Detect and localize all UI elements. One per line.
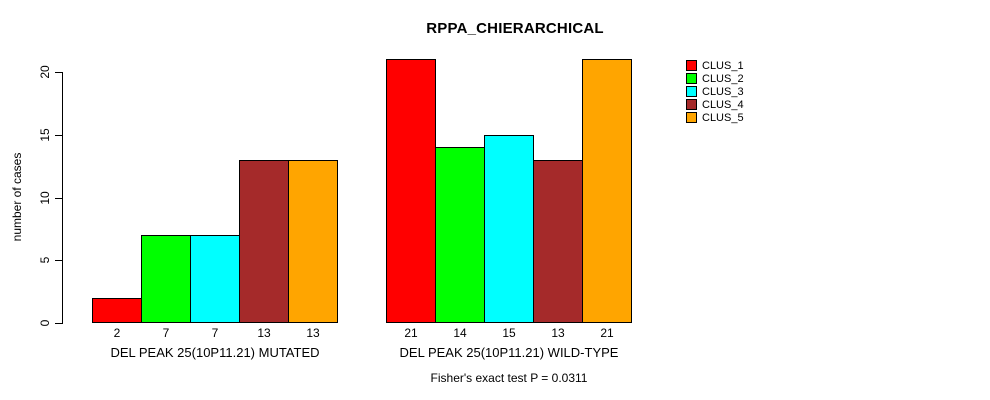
- legend-item-clus_5: CLUS_5: [686, 111, 744, 124]
- bar-clus_5-group2: [582, 59, 632, 323]
- bar-value-label: 2: [113, 326, 121, 340]
- y-tick-mark: [55, 134, 62, 136]
- legend-swatch-icon: [686, 73, 697, 84]
- y-tick-mark: [55, 323, 62, 324]
- legend: CLUS_1 CLUS_2 CLUS_3 CLUS_4 CLUS_5: [686, 59, 744, 124]
- bar-clus_3-group2: [484, 135, 534, 323]
- y-tick-mark: [55, 72, 62, 73]
- x-axis-category-label: DEL PEAK 25(10P11.21) MUTATED: [110, 345, 320, 360]
- bar-clus_4-group2: [533, 160, 583, 323]
- bar-clus_3-group1: [190, 235, 240, 323]
- legend-swatch-icon: [686, 60, 697, 71]
- bar-value-label: 14: [453, 326, 467, 340]
- bar-clus_1-group1: [92, 298, 142, 323]
- legend-item-clus_4: CLUS_4: [686, 98, 744, 111]
- bar-clus_2-group1: [141, 235, 191, 323]
- y-tick-label: 5: [38, 256, 52, 264]
- y-axis-line: [62, 72, 63, 324]
- legend-label: CLUS_4: [702, 98, 744, 111]
- legend-item-clus_3: CLUS_3: [686, 85, 744, 98]
- bar-clus_4-group1: [239, 160, 289, 323]
- legend-label: CLUS_3: [702, 85, 744, 98]
- y-axis-label: number of cases: [10, 152, 24, 242]
- legend-swatch-icon: [686, 112, 697, 123]
- legend-label: CLUS_5: [702, 111, 744, 124]
- legend-item-clus_2: CLUS_2: [686, 72, 744, 85]
- bar-clus_5-group1: [288, 160, 338, 323]
- fisher-test-annotation: Fisher's exact test P = 0.0311: [430, 371, 588, 385]
- x-axis-category-label: DEL PEAK 25(10P11.21) WILD-TYPE: [399, 345, 619, 360]
- y-tick-label: 10: [38, 190, 52, 205]
- bar-value-label: 13: [306, 326, 320, 340]
- legend-swatch-icon: [686, 99, 697, 110]
- bar-value-label: 21: [600, 326, 614, 340]
- y-tick-label: 20: [38, 65, 52, 79]
- bar-value-label: 7: [211, 326, 219, 340]
- bar-clus_2-group2: [435, 147, 485, 323]
- legend-label: CLUS_1: [702, 59, 744, 72]
- bar-value-label: 13: [551, 326, 565, 340]
- chart-title: RPPA_CHIERARCHICAL: [426, 20, 604, 37]
- bar-clus_1-group2: [386, 59, 436, 323]
- bar-value-label: 21: [404, 326, 418, 340]
- y-tick-mark: [55, 197, 62, 199]
- legend-label: CLUS_2: [702, 72, 744, 85]
- y-tick-mark: [55, 260, 62, 262]
- bar-value-label: 15: [502, 326, 516, 340]
- y-tick-label: 0: [38, 319, 52, 327]
- legend-item-clus_1: CLUS_1: [686, 59, 744, 72]
- y-tick-label: 15: [38, 128, 52, 142]
- bar-value-label: 7: [162, 326, 170, 340]
- bar-value-label: 13: [257, 326, 271, 340]
- legend-swatch-icon: [686, 86, 697, 97]
